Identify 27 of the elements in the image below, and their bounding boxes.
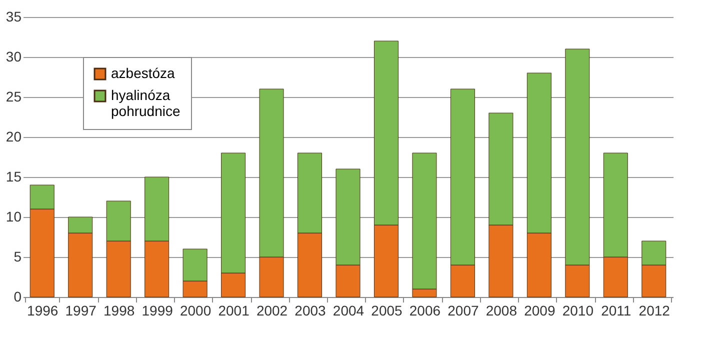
x-tick-label: 2003 (294, 302, 326, 318)
y-tick-label: 5 (14, 248, 22, 264)
y-tick-label: 35 (6, 8, 22, 24)
x-tick-label: 2004 (332, 302, 364, 318)
x-tick-label: 2011 (601, 302, 632, 318)
x-tick-label: 1997 (65, 302, 97, 318)
y-tick-label: 0 (14, 288, 22, 304)
y-tick-label: 10 (6, 208, 22, 224)
legend-label: hyalinóza pohrudnice (111, 87, 180, 119)
x-tick-label: 1998 (104, 302, 135, 318)
x-tick-label: 1999 (142, 302, 174, 318)
x-tick-label: 2001 (218, 302, 250, 318)
x-tick-label: 2005 (371, 302, 403, 318)
x-tick-label: 2002 (256, 302, 288, 318)
x-tick-label: 2000 (180, 302, 212, 318)
x-tick-label: 1996 (27, 302, 58, 318)
x-tick-label: 2012 (638, 302, 670, 318)
y-tick-label: 15 (6, 168, 22, 184)
y-tick-label: 25 (6, 88, 22, 104)
legend-label: azbestóza (111, 65, 176, 81)
x-tick-label: 2006 (409, 302, 441, 318)
y-tick-label: 20 (6, 128, 22, 144)
x-tick-label: 2007 (448, 302, 479, 318)
x-tick-label: 2010 (562, 302, 594, 318)
y-tick-label: 30 (6, 48, 22, 64)
x-tick-label: 2008 (486, 302, 518, 318)
x-tick-label: 2009 (524, 302, 556, 318)
